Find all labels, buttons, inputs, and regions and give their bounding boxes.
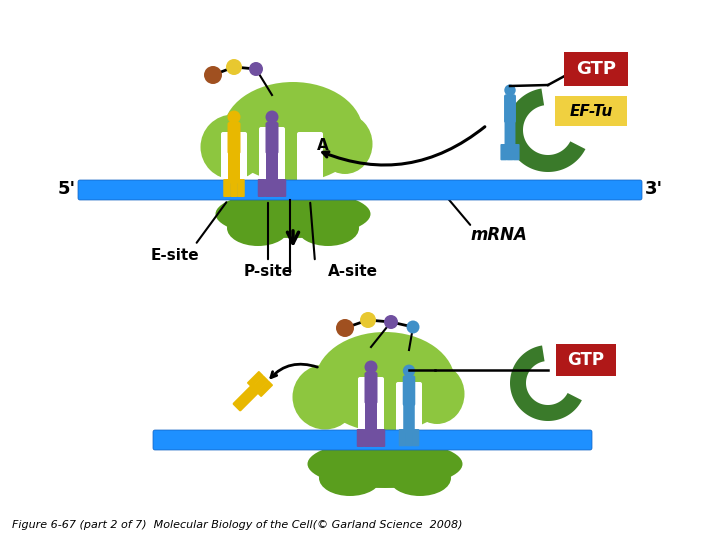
FancyBboxPatch shape xyxy=(247,371,264,388)
FancyBboxPatch shape xyxy=(223,179,230,197)
Ellipse shape xyxy=(389,460,451,496)
Ellipse shape xyxy=(297,210,359,246)
FancyBboxPatch shape xyxy=(564,52,628,86)
FancyBboxPatch shape xyxy=(266,151,278,184)
FancyBboxPatch shape xyxy=(266,122,279,154)
FancyBboxPatch shape xyxy=(297,132,323,188)
Text: GTP: GTP xyxy=(576,60,616,78)
FancyBboxPatch shape xyxy=(252,376,269,393)
FancyBboxPatch shape xyxy=(378,429,385,447)
FancyBboxPatch shape xyxy=(500,144,508,160)
Text: 5': 5' xyxy=(58,180,76,198)
FancyBboxPatch shape xyxy=(412,429,419,446)
FancyBboxPatch shape xyxy=(238,179,245,197)
Ellipse shape xyxy=(402,364,415,377)
Ellipse shape xyxy=(292,364,358,429)
Text: 3': 3' xyxy=(645,180,663,198)
Ellipse shape xyxy=(249,62,263,76)
Ellipse shape xyxy=(384,315,398,329)
FancyBboxPatch shape xyxy=(371,429,378,447)
Ellipse shape xyxy=(336,319,354,337)
FancyBboxPatch shape xyxy=(555,96,627,126)
Ellipse shape xyxy=(227,210,289,246)
Text: A-site: A-site xyxy=(328,265,378,280)
Ellipse shape xyxy=(226,59,242,75)
FancyBboxPatch shape xyxy=(279,179,287,197)
Text: E-site: E-site xyxy=(150,247,199,262)
FancyBboxPatch shape xyxy=(504,94,516,123)
FancyBboxPatch shape xyxy=(356,429,364,447)
FancyBboxPatch shape xyxy=(396,382,422,438)
Ellipse shape xyxy=(204,66,222,84)
FancyBboxPatch shape xyxy=(405,429,413,446)
Text: mRNA: mRNA xyxy=(470,226,527,244)
Ellipse shape xyxy=(360,312,376,328)
FancyBboxPatch shape xyxy=(364,429,372,447)
FancyBboxPatch shape xyxy=(505,119,516,148)
Text: Figure 6-67 (part 2 of 7)  Molecular Biology of the Cell(© Garland Science  2008: Figure 6-67 (part 2 of 7) Molecular Biol… xyxy=(12,520,462,530)
Text: EF-Tu: EF-Tu xyxy=(570,104,613,118)
Polygon shape xyxy=(506,89,585,172)
FancyBboxPatch shape xyxy=(364,372,377,404)
FancyBboxPatch shape xyxy=(265,179,272,197)
Ellipse shape xyxy=(266,111,279,124)
FancyBboxPatch shape xyxy=(556,344,616,376)
FancyBboxPatch shape xyxy=(365,401,377,434)
FancyBboxPatch shape xyxy=(358,377,384,438)
Ellipse shape xyxy=(410,364,464,424)
FancyBboxPatch shape xyxy=(230,179,238,197)
FancyBboxPatch shape xyxy=(258,179,265,197)
Ellipse shape xyxy=(364,361,377,374)
Ellipse shape xyxy=(504,84,516,96)
Ellipse shape xyxy=(315,332,455,432)
FancyBboxPatch shape xyxy=(513,144,520,160)
Ellipse shape xyxy=(215,190,371,238)
Text: A: A xyxy=(317,138,329,152)
FancyBboxPatch shape xyxy=(507,144,513,160)
FancyBboxPatch shape xyxy=(153,430,592,450)
Ellipse shape xyxy=(223,82,363,182)
Text: P-site: P-site xyxy=(243,265,292,280)
FancyBboxPatch shape xyxy=(228,122,240,154)
Polygon shape xyxy=(510,346,582,421)
FancyBboxPatch shape xyxy=(403,402,415,434)
Ellipse shape xyxy=(407,321,420,334)
FancyBboxPatch shape xyxy=(233,383,261,411)
Ellipse shape xyxy=(228,111,240,124)
Text: GTP: GTP xyxy=(567,351,605,369)
FancyBboxPatch shape xyxy=(256,380,273,397)
Ellipse shape xyxy=(200,114,266,179)
Ellipse shape xyxy=(318,114,372,174)
FancyBboxPatch shape xyxy=(402,375,415,406)
FancyBboxPatch shape xyxy=(399,429,406,446)
FancyBboxPatch shape xyxy=(221,132,247,188)
FancyBboxPatch shape xyxy=(271,179,279,197)
FancyBboxPatch shape xyxy=(228,151,240,184)
FancyBboxPatch shape xyxy=(78,180,642,200)
Ellipse shape xyxy=(307,440,462,488)
Ellipse shape xyxy=(319,460,381,496)
FancyBboxPatch shape xyxy=(259,127,285,188)
